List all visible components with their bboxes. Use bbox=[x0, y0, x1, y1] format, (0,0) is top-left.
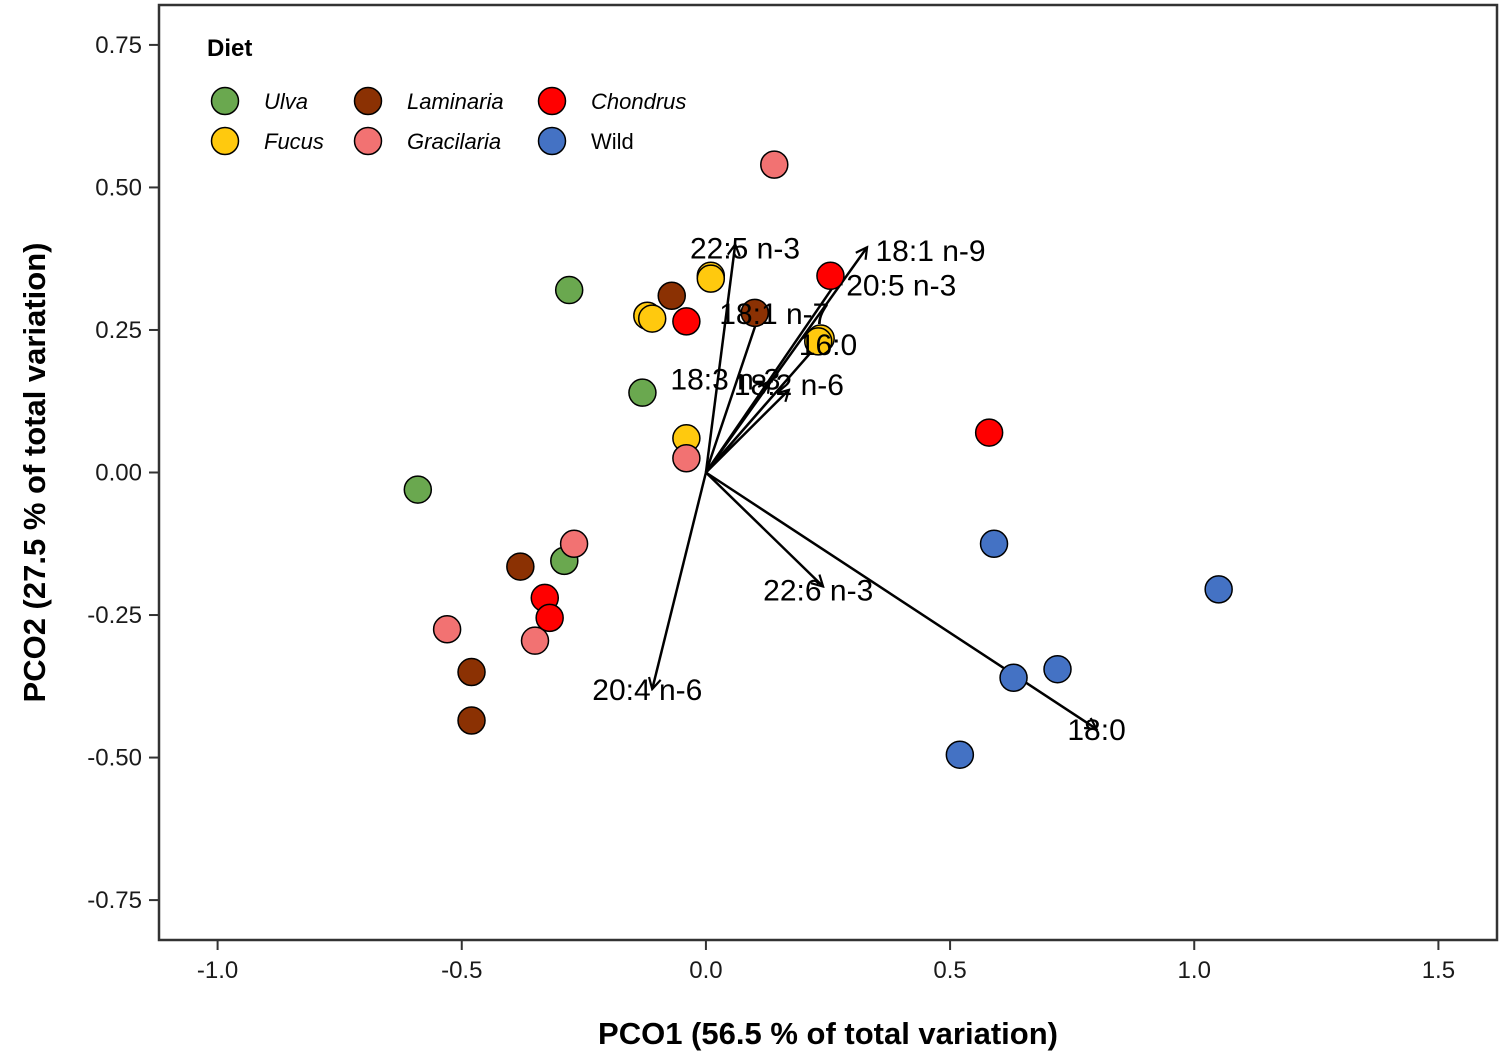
point-ulva bbox=[628, 378, 657, 407]
vector-label: 18:3 n-3 bbox=[670, 363, 780, 396]
legend-label-laminaria: Laminaria bbox=[407, 89, 504, 114]
point-chondrus bbox=[672, 307, 701, 336]
point-gracilaria bbox=[672, 443, 701, 473]
point-ulva bbox=[403, 475, 433, 504]
y-tick-label: 0.75 bbox=[95, 32, 142, 59]
point-gracilaria bbox=[520, 626, 550, 655]
legend: Diet Ulva Fucus Laminaria Gracilaria Chondru… bbox=[207, 35, 686, 156]
legend-entries: Ulva Fucus Laminaria Gracilaria Chondrus Wild bbox=[210, 86, 686, 156]
legend-swatch-wild bbox=[537, 126, 567, 156]
point-gracilaria bbox=[432, 615, 462, 644]
vector-label: 22:5 n-3 bbox=[690, 232, 800, 265]
vector-arrow bbox=[652, 472, 708, 690]
legend-swatch-fucus bbox=[210, 126, 240, 156]
point-chondrus bbox=[974, 418, 1004, 447]
point-gracilaria bbox=[559, 529, 589, 559]
x-tick-label: 0.0 bbox=[689, 957, 722, 984]
vector-label: 20:4 n-6 bbox=[592, 674, 702, 707]
point-laminaria bbox=[506, 552, 535, 581]
vector-arrow bbox=[704, 333, 828, 474]
legend-title: Diet bbox=[207, 35, 252, 62]
vector-arrow bbox=[705, 390, 789, 474]
vector-label: 22:6 n-3 bbox=[763, 574, 873, 607]
vector-label: 18:0 bbox=[1067, 714, 1125, 747]
legend-label-wild: Wild bbox=[591, 129, 634, 154]
x-axis-ticks: -1.0 -0.5 0.0 0.5 1.0 1.5 bbox=[197, 940, 1455, 984]
point-wild bbox=[945, 740, 975, 769]
y-tick-label: -0.25 bbox=[87, 602, 142, 629]
x-tick-label: -1.0 bbox=[197, 957, 238, 984]
point-laminaria bbox=[740, 298, 770, 328]
point-ulva bbox=[554, 275, 584, 305]
legend-swatch-chondrus bbox=[537, 86, 567, 116]
point-chondrus bbox=[535, 603, 564, 633]
legend-swatch-gracilaria bbox=[353, 126, 383, 156]
vector-arrow bbox=[704, 313, 760, 473]
legend-label-fucus: Fucus bbox=[264, 129, 324, 154]
point-wild bbox=[1043, 654, 1072, 684]
x-tick-label: 1.5 bbox=[1422, 957, 1455, 984]
legend-swatch-laminaria bbox=[353, 86, 383, 116]
x-axis-title: PCO1 (56.5 % of total variation) bbox=[598, 1016, 1058, 1051]
y-axis-title: PCO2 (27.5 % of total variation) bbox=[17, 243, 52, 703]
y-tick-label: -0.75 bbox=[87, 887, 142, 914]
vector-arrow bbox=[705, 471, 1097, 730]
vector-arrow bbox=[704, 381, 769, 474]
y-tick-label: 0.00 bbox=[95, 460, 142, 487]
y-axis-ticks: 0.75 0.50 0.25 0.00 -0.25 -0.50 -0.75 bbox=[87, 32, 159, 914]
point-wild bbox=[979, 529, 1009, 559]
vector-arrow bbox=[704, 244, 735, 473]
y-tick-label: -0.50 bbox=[87, 745, 142, 772]
vector-label: 20:5 n-3 bbox=[846, 269, 956, 302]
point-fucus bbox=[637, 304, 667, 333]
y-tick-label: 0.50 bbox=[95, 174, 142, 201]
legend-swatch-ulva bbox=[210, 86, 240, 116]
legend-label-chondrus: Chondrus bbox=[591, 89, 686, 114]
legend-label-gracilaria: Gracilaria bbox=[407, 129, 501, 154]
point-gracilaria bbox=[760, 150, 789, 179]
point-wild bbox=[1204, 575, 1233, 604]
vector-labels: 22:5 n-3 18:1 n-920:5 n-3 18:1 n-716:0 18:3… bbox=[592, 232, 1125, 747]
x-tick-label: -0.5 bbox=[441, 957, 482, 984]
point-fucus bbox=[696, 264, 726, 293]
plot-frame bbox=[157, 3, 1499, 942]
vector-label: 18:2 n-6 bbox=[734, 369, 844, 402]
y-tick-label: 0.25 bbox=[95, 317, 142, 344]
point-fucus bbox=[803, 327, 833, 356]
point-laminaria bbox=[457, 706, 486, 735]
point-chondrus bbox=[816, 261, 845, 291]
point-wild bbox=[999, 663, 1028, 692]
vector-label: 16:0 bbox=[799, 329, 857, 362]
data-points bbox=[403, 150, 1233, 769]
vector-arrow bbox=[705, 471, 823, 587]
legend-label-ulva: Ulva bbox=[264, 89, 308, 114]
x-tick-label: 0.5 bbox=[933, 957, 966, 984]
point-laminaria bbox=[657, 281, 686, 311]
vector-label: 18:1 n-7 bbox=[719, 298, 829, 331]
vector-label: 18:1 n-9 bbox=[876, 235, 986, 268]
x-tick-label: 1.0 bbox=[1178, 957, 1211, 984]
point-laminaria bbox=[457, 657, 486, 687]
